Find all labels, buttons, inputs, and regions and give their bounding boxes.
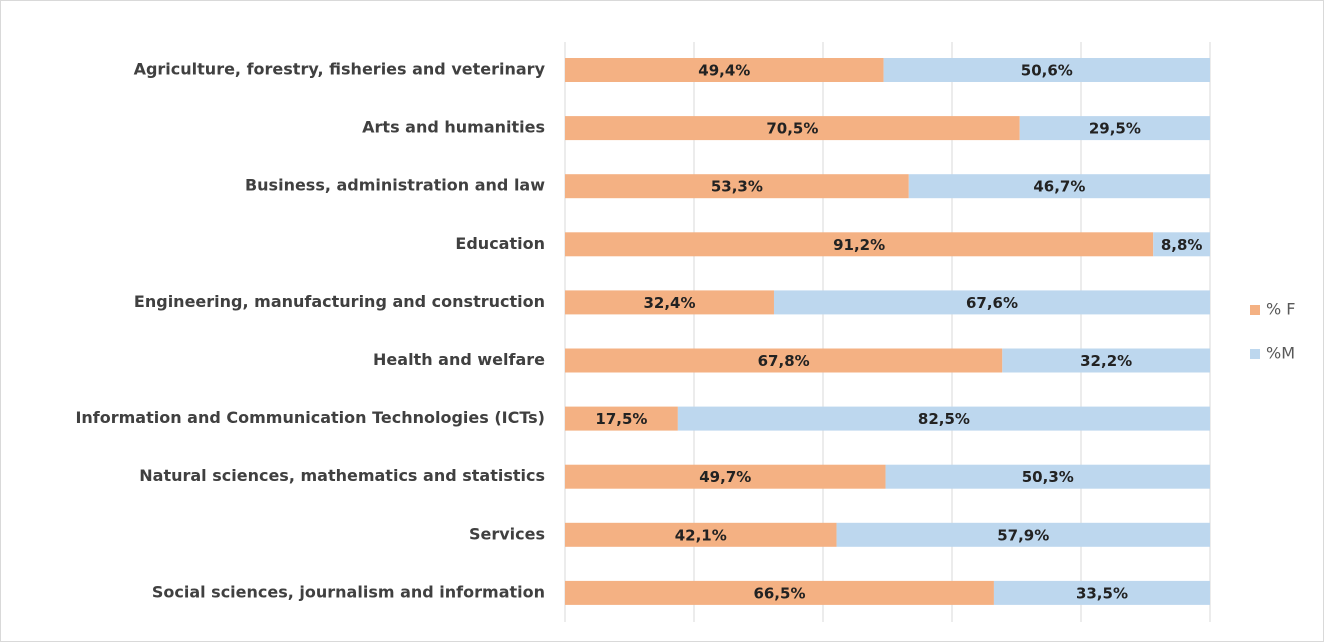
bar-segment <box>1153 232 1210 257</box>
bar-segment <box>1019 116 1210 141</box>
bar-segment <box>565 116 1020 141</box>
value-label: 49,7% <box>699 468 751 486</box>
bar-segment <box>773 290 1210 315</box>
category-label: Agriculture, forestry, fisheries and vet… <box>134 60 546 79</box>
value-label: 70,5% <box>766 120 818 138</box>
bar-segment <box>565 464 886 489</box>
legend-label: %M <box>1266 344 1295 363</box>
bar-segment <box>565 580 994 605</box>
value-label: 53,3% <box>711 178 763 196</box>
value-label: 50,3% <box>1022 468 1074 486</box>
value-label: 57,9% <box>997 526 1049 544</box>
bar-segment <box>836 522 1210 547</box>
category-label: Information and Communication Technologi… <box>75 408 545 427</box>
legend-label: % F <box>1266 300 1296 319</box>
category-label: Business, administration and law <box>245 176 545 195</box>
bar-segment <box>883 58 1210 82</box>
value-label: 42,1% <box>675 526 727 544</box>
legend-swatch <box>1250 305 1260 315</box>
category-label: Health and welfare <box>373 350 545 369</box>
category-label: Natural sciences, mathematics and statis… <box>139 466 545 485</box>
legend-swatch <box>1250 349 1260 359</box>
value-label: 66,5% <box>753 584 805 602</box>
category-label: Arts and humanities <box>362 118 545 137</box>
bar-segment <box>565 58 884 82</box>
value-label: 32,4% <box>643 294 695 312</box>
value-label: 67,6% <box>966 294 1018 312</box>
value-label: 17,5% <box>595 410 647 428</box>
value-label: 33,5% <box>1076 584 1128 602</box>
bar-segment <box>565 348 1003 373</box>
bar-segment <box>908 174 1210 199</box>
bar-segment <box>1002 348 1210 373</box>
bar-segment <box>565 522 837 547</box>
category-label: Social sciences, journalism and informat… <box>152 582 545 601</box>
value-label: 29,5% <box>1089 120 1141 138</box>
bar-segment <box>565 232 1154 257</box>
value-label: 8,8% <box>1161 236 1203 254</box>
value-label: 32,2% <box>1080 352 1132 370</box>
bar-segment <box>565 174 909 199</box>
value-label: 49,4% <box>698 62 750 80</box>
bar-segment <box>565 406 678 431</box>
bar-segment <box>993 580 1210 605</box>
value-label: 67,8% <box>758 352 810 370</box>
value-label: 82,5% <box>918 410 970 428</box>
category-label: Education <box>455 234 545 253</box>
bar-segment <box>885 464 1210 489</box>
value-label: 91,2% <box>833 236 885 254</box>
bar-segment <box>565 290 774 315</box>
value-label: 50,6% <box>1021 62 1073 80</box>
category-label: Engineering, manufacturing and construct… <box>134 292 545 311</box>
value-label: 46,7% <box>1033 178 1085 196</box>
category-label: Services <box>469 524 545 543</box>
bar-segment <box>677 406 1210 431</box>
